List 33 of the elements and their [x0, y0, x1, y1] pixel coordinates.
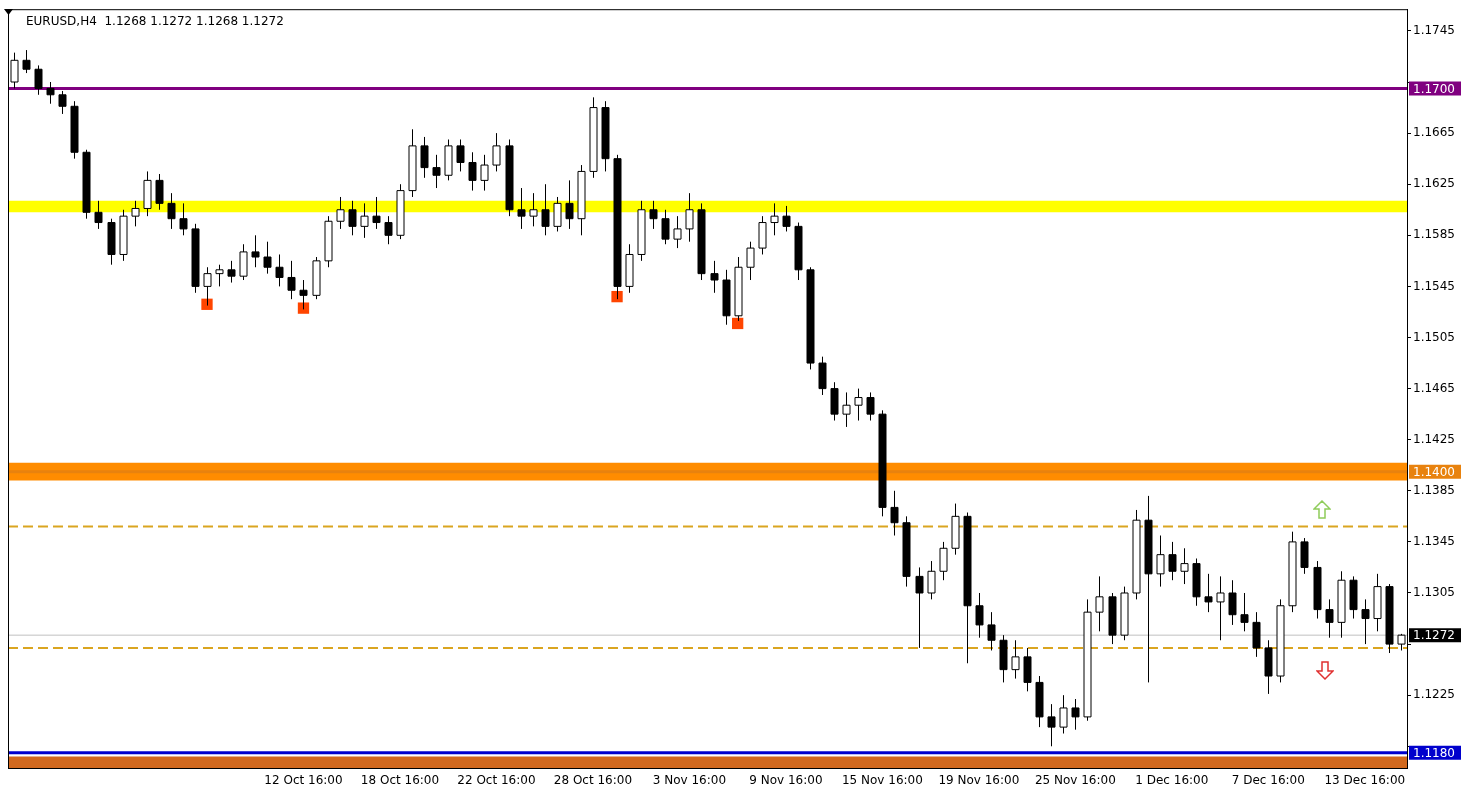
y-tick-label: 1.1665	[1413, 125, 1455, 140]
point	[297, 302, 310, 314]
y-tick-label: 1.1425	[1413, 431, 1455, 446]
x-tick-label: 12 Oct 16:00	[264, 773, 343, 788]
y-tick-label: 1.1305	[1413, 585, 1455, 600]
x-tick-label: 19 Nov 16:00	[938, 773, 1020, 788]
y-tick-label: 1.1345	[1413, 534, 1455, 549]
ref-line-label: 1.1272	[1413, 628, 1455, 643]
point	[731, 317, 744, 330]
x-tick-label: 22 Oct 16:00	[457, 773, 536, 788]
point	[201, 298, 213, 310]
ref-line-label: 1.1180	[1413, 745, 1455, 760]
point	[611, 290, 623, 303]
y-tick-label: 1.1465	[1413, 380, 1455, 395]
y-tick-label: 1.1585	[1413, 227, 1455, 242]
text: EURUSD,H4 1.1268 1.1272 1.1268 1.1272	[26, 14, 284, 29]
y-tick-label: 1.1625	[1413, 176, 1455, 191]
x-tick-label: 13 Dec 16:00	[1324, 773, 1406, 788]
x-tick-label: 28 Oct 16:00	[553, 773, 633, 788]
x-tick-label: 9 Nov 16:00	[749, 773, 823, 788]
x-tick-label: 3 Nov 16:00	[652, 773, 727, 788]
y-tick-label: 1.1225	[1413, 687, 1455, 702]
y-tick-label: 1.1745	[1413, 23, 1455, 38]
y-tick-label: 1.1545	[1413, 278, 1455, 293]
x-tick-label: 15 Nov 16:00	[841, 773, 923, 788]
x-tick-label: 7 Dec 16:00	[1231, 773, 1305, 788]
x-tick-label: 25 Nov 16:00	[1034, 773, 1116, 788]
x-tick-label: 18 Oct 16:00	[360, 773, 440, 788]
y-tick-label: 1.1385	[1413, 482, 1455, 497]
ref-line-label: 1.1700	[1413, 81, 1455, 96]
ref-line-label: 1.1400	[1413, 464, 1455, 479]
y-tick-label: 1.1505	[1413, 329, 1455, 344]
x-tick-label: 1 Dec 16:00	[1135, 773, 1209, 788]
